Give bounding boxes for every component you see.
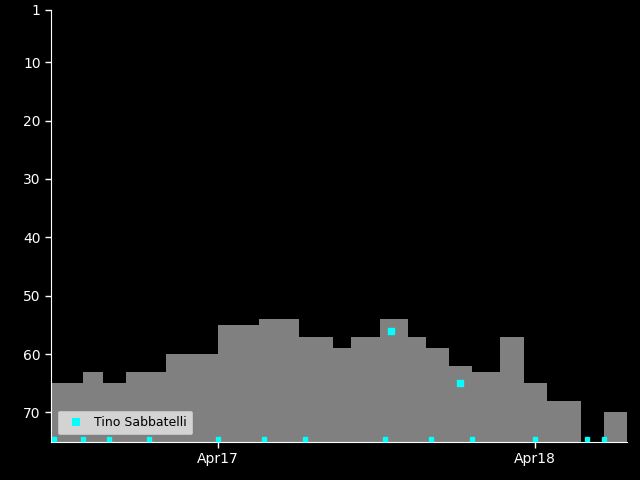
Bar	[166, 354, 218, 442]
Bar	[218, 325, 259, 442]
Bar	[351, 336, 380, 442]
Bar	[500, 336, 524, 442]
Bar	[126, 372, 166, 442]
Bar	[380, 319, 408, 442]
Bar	[103, 383, 126, 442]
Bar	[449, 366, 472, 442]
Bar	[333, 348, 351, 442]
Bar	[524, 383, 547, 442]
Point	[386, 327, 396, 335]
Bar	[83, 372, 103, 442]
Bar	[259, 319, 299, 442]
Bar	[604, 412, 627, 442]
Bar	[408, 336, 426, 442]
Legend: Tino Sabbatelli: Tino Sabbatelli	[58, 410, 193, 435]
Bar	[51, 383, 83, 442]
Bar	[472, 372, 500, 442]
Point	[455, 379, 465, 387]
Bar	[299, 336, 333, 442]
Bar	[547, 401, 581, 442]
Bar	[426, 348, 449, 442]
